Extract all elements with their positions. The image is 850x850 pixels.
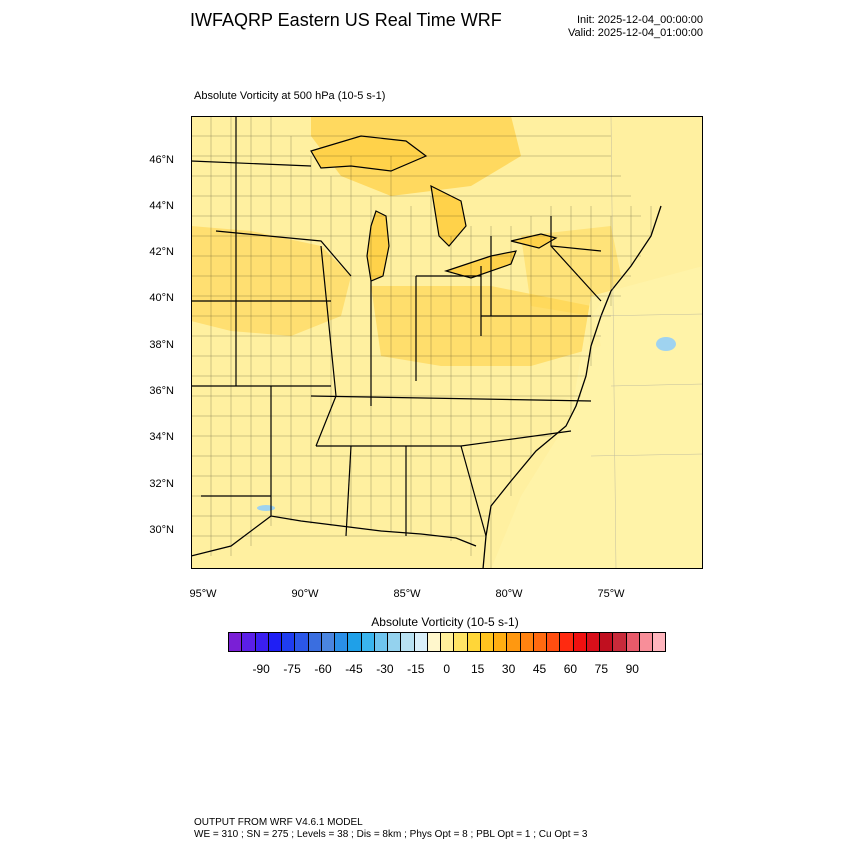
- colorbar-tick-label: 0: [443, 662, 451, 676]
- lake-pontchartrain: [257, 505, 275, 511]
- graticule: [590, 116, 703, 569]
- colorbar-swatch-4: [282, 633, 296, 651]
- lake-michigan: [366, 210, 390, 282]
- init-time: Init: 2025-12-04_00:00:00: [577, 14, 703, 26]
- map-border: [191, 116, 703, 569]
- colorbar-swatch-9: [348, 633, 362, 651]
- colorbar-swatch-5: [295, 633, 309, 651]
- atlantic-coastline: [482, 205, 662, 569]
- lat-label-40n: 40°N: [149, 292, 174, 304]
- ocean-low-patch: [656, 337, 676, 351]
- colorbar-swatch-29: [613, 633, 627, 651]
- lat-label-46n: 46°N: [149, 154, 174, 166]
- colorbar-swatch-7: [321, 633, 335, 651]
- lat-label-44n: 44°N: [149, 200, 174, 212]
- colorbar-tick-label: 60: [563, 662, 578, 676]
- vorticity-shading-ocean: [491, 266, 703, 569]
- field-label: Absolute Vorticity at 500 hPa (10-5 s-1): [194, 90, 386, 102]
- colorbar-swatch-10: [361, 633, 375, 651]
- colorbar-tick-label: -90: [252, 662, 270, 676]
- colorbar-title: Absolute Vorticity (10-5 s-1): [371, 615, 519, 629]
- colorbar-swatch-11: [374, 633, 388, 651]
- colorbar-swatch-2: [255, 633, 269, 651]
- lake-erie: [443, 250, 517, 279]
- lon-label-75w: 75°W: [597, 588, 625, 600]
- footer-model: OUTPUT FROM WRF V4.6.1 MODEL: [194, 817, 363, 828]
- map-panel: [191, 116, 703, 569]
- colorbar-tick-label: 30: [501, 662, 516, 676]
- colorbar-swatch-21: [507, 633, 521, 651]
- colorbar-swatch-14: [414, 633, 428, 651]
- colorbar-swatch-28: [600, 633, 614, 651]
- colorbar-tick-label: 45: [532, 662, 547, 676]
- colorbar-swatch-6: [308, 633, 322, 651]
- lon-label-85w: 85°W: [393, 588, 421, 600]
- colorbar-swatch-18: [467, 633, 481, 651]
- lon-label-95w: 95°W: [189, 588, 217, 600]
- lat-label-36n: 36°N: [149, 385, 174, 397]
- lat-label-42n: 42°N: [149, 246, 174, 258]
- colorbar: [228, 632, 666, 652]
- colorbar-swatch-3: [268, 633, 282, 651]
- lat-label-38n: 38°N: [149, 339, 174, 351]
- colorbar-swatch-25: [560, 633, 574, 651]
- colorbar-swatch-17: [454, 633, 468, 651]
- lon-label-90w: 90°W: [291, 588, 319, 600]
- colorbar-swatch-15: [427, 633, 441, 651]
- colorbar-swatch-22: [520, 633, 534, 651]
- colorbar-swatch-0: [229, 633, 243, 651]
- vorticity-map: [191, 116, 703, 569]
- colorbar-tick-label: -75: [283, 662, 301, 676]
- lat-label-34n: 34°N: [149, 431, 174, 443]
- lat-label-32n: 32°N: [149, 478, 174, 490]
- colorbar-swatch-30: [626, 633, 640, 651]
- lon-label-80w: 80°W: [495, 588, 523, 600]
- colorbar-tick-label: -15: [407, 662, 425, 676]
- colorbar-swatch-19: [480, 633, 494, 651]
- valid-time: Valid: 2025-12-04_01:00:00: [568, 27, 703, 39]
- colorbar-tick-label: 90: [625, 662, 639, 676]
- county-boundaries: [191, 116, 652, 569]
- footer-params: WE = 310 ; SN = 275 ; Levels = 38 ; Dis …: [194, 829, 588, 840]
- colorbar-swatch-13: [401, 633, 415, 651]
- vorticity-shading-ohio-valley: [371, 286, 601, 366]
- lake-superior: [310, 135, 428, 172]
- colorbar-swatch-1: [242, 633, 256, 651]
- colorbar-swatch-23: [533, 633, 547, 651]
- colorbar-swatch-27: [586, 633, 600, 651]
- colorbar-swatch-31: [639, 633, 653, 651]
- colorbar-swatch-26: [573, 633, 587, 651]
- colorbar-swatch-20: [494, 633, 508, 651]
- colorbar-swatch-32: [653, 633, 666, 651]
- colorbar-tick-label: 15: [470, 662, 485, 676]
- colorbar-tick-label: -45: [345, 662, 363, 676]
- lat-label-30n: 30°N: [149, 524, 174, 536]
- plot-title: IWFAQRP Eastern US Real Time WRF: [190, 10, 502, 30]
- colorbar-swatch-8: [335, 633, 349, 651]
- colorbar-tick-label: -60: [314, 662, 332, 676]
- colorbar-swatch-12: [388, 633, 402, 651]
- colorbar-tick-label: 75: [594, 662, 609, 676]
- colorbar-swatch-24: [547, 633, 561, 651]
- colorbar-swatch-16: [441, 633, 455, 651]
- colorbar-tick-label: -30: [376, 662, 394, 676]
